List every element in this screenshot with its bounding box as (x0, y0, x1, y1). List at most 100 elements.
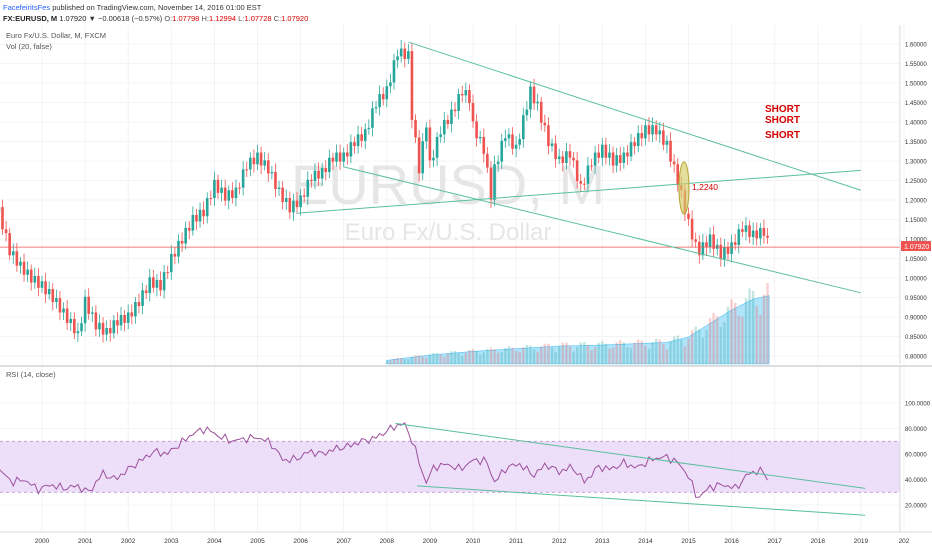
candle-body (432, 157, 435, 161)
time-axis[interactable]: 2000 2001 2002 2003 2004 2005 2006 2007 2008 2009… (35, 538, 910, 545)
candle-body (421, 141, 425, 174)
candle-body (493, 164, 496, 200)
candle-body (733, 242, 737, 245)
candle-body (4, 229, 8, 234)
trendline-3[interactable] (343, 166, 862, 294)
main-pane-title: Euro Fx/U.S. Dollar, M, FXCM (6, 31, 106, 40)
candle-body (496, 161, 500, 165)
candle-body (73, 318, 76, 334)
volume-bar (601, 341, 604, 364)
volume-bar (489, 347, 493, 364)
candle-body (489, 167, 493, 200)
time-tick-label: 2017 (767, 538, 782, 545)
candle-body (425, 127, 428, 142)
volume-bar (461, 355, 464, 364)
candle-body (270, 172, 274, 174)
volume-bar (622, 342, 626, 364)
candle-body (755, 230, 759, 239)
author-link[interactable]: FacefeiritsFes (3, 3, 51, 12)
symbol-watermark: EURUSD, M (291, 153, 605, 216)
symbol-line: FX:EURUSD, M 1.07920 ▼ −0.00618 (−0.57%)… (3, 14, 308, 23)
candle-body (651, 125, 654, 135)
volume-bar (654, 338, 658, 364)
volume-bar (680, 339, 683, 364)
candle-body (170, 253, 173, 273)
rsi-tick-label: 80.0000 (905, 427, 927, 433)
volume-bar (414, 355, 417, 364)
candle-body (367, 127, 371, 130)
candle-body (708, 234, 712, 248)
volume-bar (658, 339, 661, 364)
candle-body (241, 169, 245, 188)
time-tick-label: 2016 (724, 538, 739, 545)
volume-bar (608, 348, 611, 364)
volume-bar (701, 337, 705, 364)
volume-bar (687, 338, 690, 364)
candle-body (622, 152, 626, 163)
volume-bar (744, 298, 748, 364)
candle-body (442, 120, 446, 135)
candle-body (213, 179, 216, 199)
short-label-1[interactable]: SHORT (765, 104, 800, 115)
volume-bar (676, 335, 679, 364)
candle-body (166, 272, 170, 274)
candle-body (266, 160, 270, 174)
rsi-trendline-upper[interactable] (395, 422, 866, 489)
candle-body (525, 109, 529, 116)
price-tick-label: 1.10000 (905, 238, 927, 244)
price-tick-label: 0.85000 (905, 335, 927, 341)
candle-body (468, 90, 471, 104)
rsi-tick-label: 100.0000 (905, 402, 931, 408)
volume-bar (529, 345, 532, 364)
rsi-trendline-lower[interactable] (416, 485, 866, 516)
candle-body (748, 225, 751, 238)
candle-body (457, 94, 460, 111)
volume-bar (737, 315, 740, 364)
volume-bar (604, 343, 608, 364)
rsi-trendlines[interactable] (395, 422, 866, 516)
candle-body (209, 198, 213, 200)
candle-body (90, 312, 94, 314)
volume-bar (748, 288, 751, 364)
candle-body (137, 302, 141, 306)
candle-body (690, 218, 694, 240)
candle-body (417, 137, 421, 174)
trendline-2[interactable] (296, 169, 861, 214)
time-tick-label: 2013 (595, 538, 610, 545)
volume-bar (708, 318, 712, 364)
name-watermark: Euro Fx/U.S. Dollar (345, 219, 552, 246)
breakdown-ellipse[interactable] (678, 161, 690, 215)
candle-body (414, 119, 417, 138)
time-tick-label: 2008 (380, 538, 395, 545)
candle-body (11, 251, 15, 256)
volume-bar (536, 351, 539, 364)
price-badge-text: 1.07920 (904, 244, 929, 251)
volume-bar (486, 348, 489, 364)
volume-bar (496, 352, 500, 364)
level-annotation[interactable]: 1,2240 (692, 182, 718, 192)
candle-body (446, 120, 450, 124)
candle-body (568, 151, 572, 158)
volume-label: Vol (20, false) (6, 42, 52, 51)
candle-body (349, 142, 353, 157)
trendline-1[interactable] (408, 41, 862, 191)
trendlines[interactable] (296, 41, 862, 294)
rsi-line (0, 422, 768, 498)
candle-body (141, 290, 144, 306)
time-tick-label: 2018 (811, 538, 826, 545)
price-axis[interactable]: 1.60000 1.55000 1.50000 1.45000 1.40000 1.350… (905, 43, 927, 361)
candle-body (116, 320, 119, 326)
rsi-axis[interactable]: 100.0000 80.0000 60.0000 40.0000 20.0000 (905, 402, 931, 510)
candle-body (399, 48, 403, 57)
volume-bar (511, 347, 514, 364)
candle-body (392, 60, 396, 83)
candle-body (338, 152, 342, 162)
candle-body (317, 170, 320, 179)
short-label-3[interactable]: SHORT (765, 130, 800, 141)
main-pane[interactable] (0, 25, 932, 364)
candle-body (396, 56, 399, 61)
candle-body (500, 140, 504, 162)
charts-area[interactable]: EURUSD, M Euro Fx/U.S. Dollar 1,2240 SHO… (0, 24, 932, 550)
volume-bar (543, 343, 547, 364)
short-label-2[interactable]: SHORT (765, 115, 800, 126)
